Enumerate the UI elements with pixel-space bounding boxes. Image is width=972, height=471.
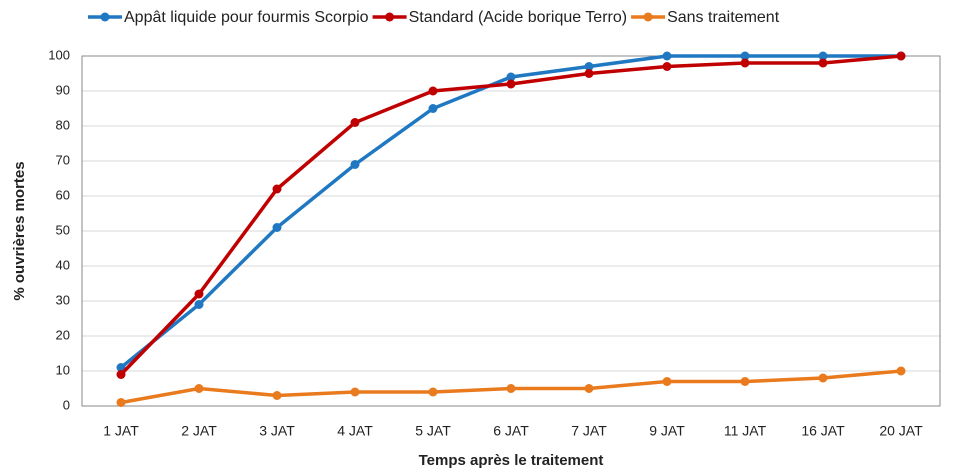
x-tick-label: 2 JAT: [181, 423, 217, 439]
data-point: [896, 51, 906, 61]
data-point: [818, 58, 828, 68]
data-point: [740, 51, 750, 61]
x-tick-label: 5 JAT: [415, 423, 451, 439]
y-tick-label: 80: [56, 117, 70, 132]
data-point: [662, 377, 672, 386]
legend-label: Appât liquide pour fourmis Scorpio: [124, 9, 369, 26]
y-tick-label: 60: [56, 187, 70, 202]
data-point: [272, 223, 282, 232]
x-tick-label: 16 JAT: [801, 423, 845, 439]
data-point: [116, 398, 126, 407]
legend-marker: [100, 12, 110, 22]
x-tick-label: 6 JAT: [493, 423, 529, 439]
data-point: [818, 373, 828, 383]
plot-frame: [81, 55, 941, 407]
x-tick-label: 20 JAT: [879, 423, 923, 439]
y-tick-label: 90: [56, 82, 70, 97]
data-point: [428, 387, 438, 397]
data-point: [818, 51, 828, 61]
x-tick-label: 4 JAT: [337, 423, 373, 439]
data-point: [584, 69, 594, 78]
y-tick-label: 10: [56, 362, 70, 377]
data-point: [662, 51, 672, 61]
data-point: [272, 184, 282, 194]
x-tick-label: 1 JAT: [103, 423, 139, 439]
data-point: [506, 384, 516, 393]
data-point: [272, 391, 282, 400]
data-point: [350, 160, 360, 169]
legend-label: Standard (Acide borique Terro): [409, 9, 628, 26]
y-tick-label: 70: [56, 152, 70, 167]
y-tick-label: 100: [48, 47, 70, 62]
data-point: [194, 289, 204, 299]
legend-marker: [385, 12, 395, 22]
data-point: [506, 72, 516, 82]
y-tick-label: 50: [56, 222, 70, 237]
legend-marker: [643, 12, 653, 22]
data-point: [428, 86, 438, 96]
data-point: [740, 377, 750, 386]
x-tick-label: 11 JAT: [724, 423, 767, 439]
data-point: [584, 62, 594, 71]
y-tick-label: 20: [56, 327, 70, 342]
legend-label: Sans traitement: [667, 9, 780, 26]
x-axis-label: Temps après le traitement: [419, 452, 604, 469]
y-tick-label: 0: [63, 397, 70, 412]
data-point: [662, 62, 672, 71]
x-tick-label: 3 JAT: [259, 423, 295, 439]
data-point: [350, 118, 360, 127]
data-point: [350, 387, 360, 397]
data-point: [584, 384, 594, 393]
data-point: [740, 58, 750, 68]
series-line: [119, 54, 901, 369]
data-point: [896, 366, 906, 376]
x-tick-label: 7 JAT: [571, 423, 607, 439]
y-tick-label: 40: [56, 257, 70, 272]
data-point: [194, 384, 204, 393]
y-tick-label: 30: [56, 292, 70, 307]
data-point: [116, 370, 126, 379]
data-point: [194, 300, 204, 309]
data-point: [506, 79, 516, 89]
series-line: [119, 54, 902, 376]
x-tick-label: 9 JAT: [649, 423, 685, 439]
y-axis-label: % ouvrières mortes: [11, 161, 28, 300]
data-point: [428, 104, 438, 113]
